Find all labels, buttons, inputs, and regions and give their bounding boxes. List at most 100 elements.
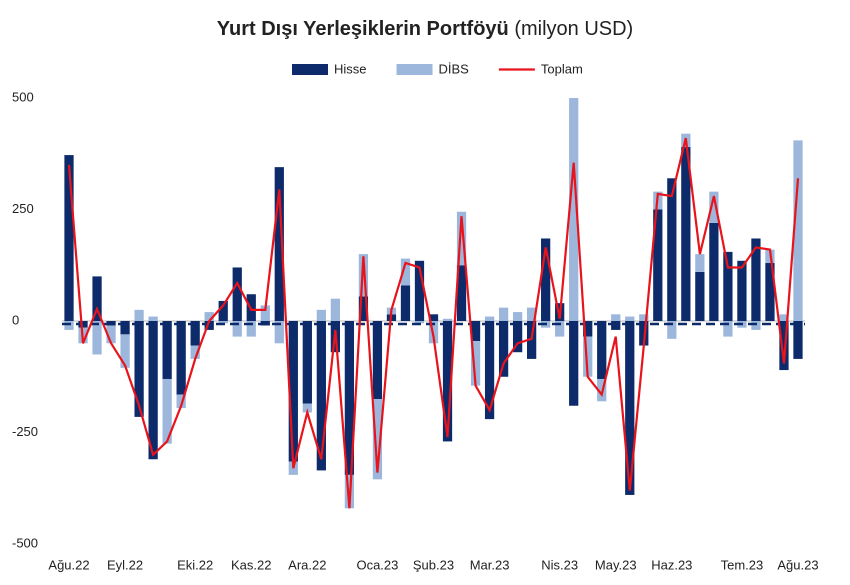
- bar: [583, 336, 593, 377]
- bar: [442, 321, 453, 442]
- bar: [456, 265, 467, 321]
- bar: [218, 321, 228, 324]
- bar: [134, 321, 144, 417]
- x-tick-label: Haz.23: [651, 557, 692, 572]
- bar: [372, 321, 383, 400]
- bar: [667, 321, 677, 339]
- bar: [302, 403, 312, 413]
- bar: [498, 321, 509, 377]
- bar: [190, 345, 200, 359]
- legend-label: Hisse: [334, 61, 367, 76]
- legend-swatch: [396, 64, 433, 75]
- bar: [765, 263, 775, 321]
- bar: [512, 312, 523, 321]
- bar: [527, 307, 537, 321]
- x-tick-label: Mar.23: [470, 557, 510, 572]
- bar: [414, 260, 425, 321]
- legend-item: DİBS: [396, 61, 470, 76]
- bar: [611, 321, 621, 330]
- bar: [414, 321, 425, 324]
- bar: [583, 321, 593, 337]
- bar: [681, 147, 691, 321]
- x-tick-label: Ağu.23: [777, 557, 818, 572]
- bar: [470, 321, 481, 342]
- x-tick-label: Eki.22: [177, 557, 213, 572]
- bar: [106, 325, 116, 344]
- bar: [709, 191, 719, 223]
- bar: [120, 334, 130, 368]
- bar: [134, 309, 144, 321]
- y-tick-label: -500: [12, 535, 38, 550]
- bar: [723, 251, 733, 321]
- legend-label: Toplam: [541, 61, 583, 76]
- y-tick-label: 0: [12, 312, 19, 327]
- title-unit: (milyon USD): [514, 18, 633, 40]
- bar: [498, 307, 509, 321]
- y-tick-label: -250: [12, 424, 38, 439]
- bar: [625, 321, 635, 495]
- bar: [639, 314, 649, 321]
- bar: [597, 321, 607, 379]
- bar: [204, 312, 214, 321]
- chart-title: Yurt Dışı Yerleşiklerin Portföyü (milyon…: [217, 18, 633, 40]
- bar: [218, 300, 228, 321]
- y-tick-label: 250: [12, 201, 34, 216]
- bar: [92, 321, 102, 355]
- bar: [779, 314, 789, 321]
- x-tick-label: May.23: [595, 557, 637, 572]
- bar: [611, 314, 621, 321]
- bar: [204, 321, 214, 330]
- bar: [625, 316, 635, 321]
- x-tick-label: Nis.23: [541, 557, 578, 572]
- x-tick-label: Kas.22: [231, 557, 271, 572]
- line: [67, 137, 800, 509]
- bar: [667, 178, 677, 321]
- bar: [639, 321, 649, 346]
- bar: [274, 167, 284, 321]
- bar: [64, 155, 74, 321]
- bar: [274, 321, 284, 344]
- legend-label: DİBS: [439, 61, 470, 76]
- bar: [428, 314, 439, 321]
- bar: [751, 321, 761, 330]
- bar: [176, 394, 186, 408]
- bar: [793, 321, 803, 359]
- bar: [162, 321, 172, 379]
- bar: [92, 276, 102, 321]
- bar: [330, 298, 340, 321]
- bar: [470, 341, 481, 386]
- x-tick-label: Tem.23: [721, 557, 764, 572]
- bar: [232, 267, 242, 321]
- bar: [569, 321, 579, 406]
- bar: [456, 211, 467, 266]
- bar: [555, 321, 565, 337]
- title-main: Yurt Dışı Yerleşiklerin Portföyü: [217, 18, 509, 40]
- bar: [162, 378, 172, 444]
- bar: [400, 258, 411, 286]
- bar: [484, 321, 495, 420]
- bar: [148, 321, 158, 460]
- bar: [260, 305, 270, 321]
- bar: [316, 321, 326, 471]
- bar: [484, 316, 495, 321]
- bar: [148, 316, 158, 321]
- bar: [737, 260, 747, 321]
- bar: [653, 209, 663, 321]
- bar: [246, 321, 256, 337]
- bar: [751, 238, 761, 321]
- bar: [723, 321, 733, 337]
- bar: [569, 98, 579, 321]
- bar: [779, 321, 789, 371]
- legend-swatch: [292, 64, 328, 75]
- x-tick-label: Ağu.22: [48, 557, 89, 572]
- x-tick-label: Ara.22: [288, 557, 326, 572]
- y-tick-label: 500: [12, 89, 34, 104]
- bar: [302, 321, 312, 404]
- bar: [190, 321, 200, 346]
- x-tick-label: Oca.23: [356, 557, 398, 572]
- bar: [344, 321, 355, 475]
- bar: [512, 321, 523, 353]
- bar: [400, 285, 411, 321]
- bar: [541, 238, 551, 321]
